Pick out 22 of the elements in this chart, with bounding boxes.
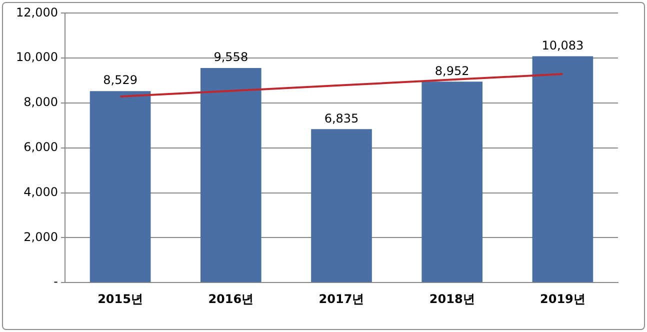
bar <box>422 82 483 282</box>
bar <box>90 91 151 282</box>
y-tick-label: 4,000 <box>24 184 58 199</box>
x-tick-label: 2018년 <box>429 292 475 306</box>
data-label: 8,529 <box>103 73 138 88</box>
y-tick-label: 8,000 <box>24 95 58 110</box>
data-label: 10,083 <box>542 38 584 52</box>
x-tick-label: 2016년 <box>208 292 254 306</box>
y-tick-label: 12,000 <box>16 5 58 20</box>
x-tick-label: 2015년 <box>98 292 143 306</box>
y-tick-label: - <box>54 274 58 289</box>
y-tick-label: 2,000 <box>24 230 58 244</box>
x-tick-label: 2017년 <box>318 292 364 306</box>
bar <box>200 68 262 282</box>
y-tick-label: 10,000 <box>16 50 58 64</box>
data-label: 6,835 <box>324 111 359 126</box>
bar <box>532 56 594 282</box>
y-tick-label: 6,000 <box>24 140 58 154</box>
data-label: 9,558 <box>214 50 248 64</box>
data-label: 8,952 <box>434 64 470 78</box>
x-tick-label: 2019년 <box>540 292 586 306</box>
bar <box>311 129 372 282</box>
